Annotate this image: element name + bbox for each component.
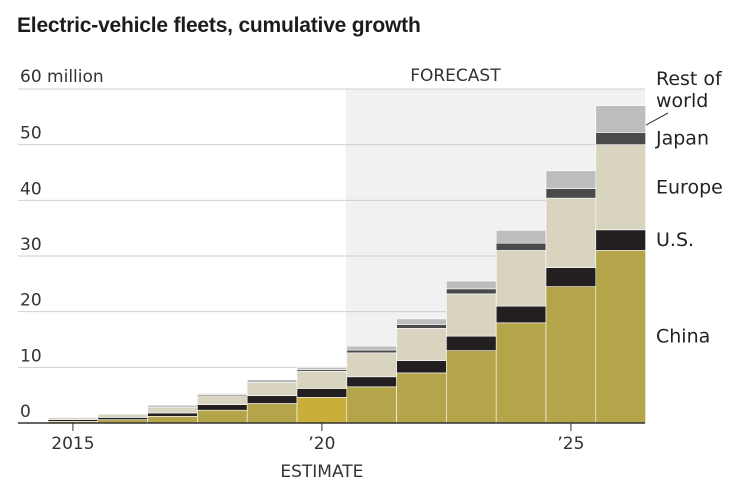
bar-segment-rest-of-world — [246, 379, 298, 382]
x-axis-ticks: 2015 ’20 ’25 — [51, 423, 584, 454]
estimate-label: ESTIMATE — [280, 462, 363, 482]
bar-segment-rest-of-world — [446, 280, 497, 290]
bar-segment-japan — [545, 188, 597, 199]
bar-segment-u-s- — [396, 360, 447, 374]
bar-segment-japan — [595, 132, 646, 145]
y-tick-label: 40 — [20, 179, 42, 199]
bar-segment-china — [197, 409, 248, 424]
bar-segment-rest-of-world — [396, 318, 447, 325]
bar-segment-rest-of-world — [595, 105, 646, 133]
legend-japan: Japan — [655, 128, 709, 150]
y-tick-label: 20 — [20, 291, 42, 311]
bar-segment-japan — [446, 288, 497, 295]
bars — [47, 105, 646, 424]
bar-segment-china — [147, 416, 198, 424]
y-tick-label: 10 — [20, 346, 42, 366]
bar-stack-2018 — [197, 393, 248, 424]
bar-stack-2015 — [47, 416, 99, 424]
chart-title: Electric-vehicle fleets, cumulative grow… — [17, 14, 421, 37]
bar-segment-china — [346, 386, 397, 424]
bar-segment-rest-of-world — [296, 367, 348, 370]
bar-segment-u-s- — [495, 305, 547, 324]
y-axis-ticks: 0 10 20 30 40 50 60 million — [20, 67, 104, 422]
bar-segment-rest-of-world — [545, 170, 597, 189]
bar-segment-europe — [296, 370, 348, 389]
legend-leader-line — [645, 112, 669, 126]
bar-stack-2017 — [147, 404, 198, 424]
legend-china: China — [656, 326, 710, 348]
bar-segment-europe — [595, 144, 646, 231]
bar-segment-europe — [97, 413, 148, 418]
bar-stack-2021 — [346, 345, 397, 424]
bar-stack-2020 — [296, 367, 348, 424]
y-unit-label: 60 million — [20, 67, 104, 87]
y-tick-label: 0 — [20, 402, 31, 422]
bar-segment-u-s- — [346, 376, 397, 388]
bar-segment-china — [446, 350, 497, 424]
legend-u-s-: U.S. — [656, 229, 694, 251]
forecast-label: FORECAST — [410, 66, 501, 86]
bar-stack-2023 — [446, 280, 497, 424]
bar-stack-2016 — [97, 412, 148, 424]
legend: China U.S. Europe Japan Rest of world — [645, 68, 723, 348]
bar-stack-2024 — [495, 230, 547, 424]
bar-segment-china — [246, 403, 298, 424]
bar-segment-europe — [495, 250, 547, 307]
bar-segment-rest-of-world — [97, 412, 148, 414]
bar-stack-2019 — [246, 379, 298, 424]
bar-segment-europe — [396, 328, 447, 361]
bar-segment-u-s- — [97, 417, 148, 420]
bar-segment-rest-of-world — [346, 345, 397, 351]
bar-segment-europe — [446, 293, 497, 337]
x-tick-label: 2015 — [51, 434, 94, 454]
bar-segment-china — [495, 322, 547, 424]
bar-segment-u-s- — [595, 229, 646, 251]
bar-segment-japan — [495, 242, 547, 251]
bar-segment-europe — [147, 407, 198, 414]
bar-segment-u-s- — [446, 335, 497, 351]
bar-segment-europe — [197, 395, 248, 405]
legend-rest-of-world: Rest of world — [656, 68, 723, 112]
bar-segment-rest-of-world — [495, 230, 547, 244]
bar-stack-2026 — [595, 105, 646, 424]
bar-segment-u-s- — [545, 267, 597, 287]
x-tick-label: ’25 — [557, 434, 584, 454]
x-tick-label: ’20 — [308, 434, 335, 454]
bar-segment-europe — [346, 352, 397, 378]
bar-segment-u-s- — [296, 388, 348, 398]
y-tick-label: 50 — [20, 124, 42, 144]
bar-segment-china — [396, 372, 447, 424]
bar-segment-rest-of-world — [147, 404, 198, 407]
legend-europe: Europe — [656, 176, 723, 198]
bar-segment-europe — [545, 197, 597, 268]
bar-segment-rest-of-world — [197, 393, 248, 395]
bar-segment-europe — [47, 417, 99, 420]
bar-segment-rest-of-world — [47, 416, 99, 418]
bar-stack-2022 — [396, 318, 447, 424]
bar-segment-japan — [396, 324, 447, 329]
bar-segment-china — [595, 250, 646, 424]
bar-segment-u-s- — [147, 412, 198, 417]
bar-segment-europe — [246, 382, 298, 397]
bar-segment-u-s- — [246, 395, 298, 404]
y-tick-label: 30 — [20, 235, 42, 255]
bar-stack-2025 — [545, 170, 597, 424]
bar-segment-japan — [346, 349, 397, 354]
bar-segment-china — [296, 397, 348, 424]
bar-segment-china — [545, 286, 597, 424]
bar-segment-u-s- — [197, 404, 248, 411]
